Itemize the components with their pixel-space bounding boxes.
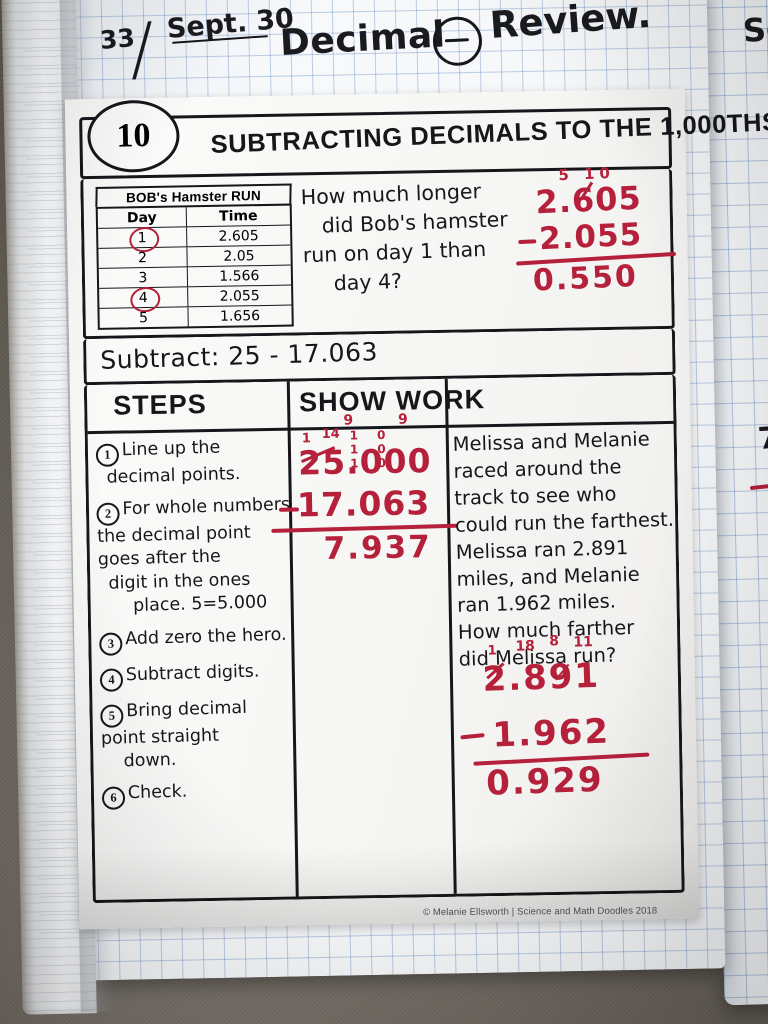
- step-number: 4: [99, 668, 124, 692]
- subtrahend: 1.962: [491, 711, 611, 756]
- subtrahend: 17.063: [296, 483, 431, 525]
- cell-day: 1: [98, 227, 188, 248]
- intro-question-text: How much longer did Bob's hamster run on…: [300, 175, 534, 299]
- difference: 0.929: [485, 759, 605, 804]
- table-row: 5 1.656: [99, 304, 292, 328]
- cell-time: 2.055: [219, 287, 260, 305]
- step-line: Add zero the hero.: [124, 624, 287, 650]
- table-row: 1 2.605: [98, 224, 291, 248]
- main-columns-band: STEPS SHOW WORK 1 Line up the decimal poi…: [83, 374, 685, 904]
- table-row: 3 1.566: [98, 264, 292, 288]
- step-line: Subtract digits.: [125, 661, 260, 686]
- cell-time: 1.566: [219, 267, 260, 285]
- step-item: 2 For whole numbers the decimal point goe…: [96, 494, 295, 620]
- subtract-prompt: Subtract: 25 - 17.063: [99, 337, 379, 375]
- cell-time: 1.656: [219, 307, 261, 325]
- step-line: For whole numbers: [122, 494, 291, 520]
- cell-day: 4: [99, 287, 189, 308]
- step-number: 2: [96, 502, 120, 527]
- worksheet-card: SUBTRACTING DECIMALS TO THE 1,000THS 10 …: [64, 88, 768, 930]
- right-page-date: Sep: [741, 7, 768, 50]
- regroup-fourteen: 14: [321, 426, 340, 443]
- step-line: Bring decimal: [125, 697, 248, 721]
- notebook-topic: Decimal: [278, 14, 447, 64]
- step-number: 6: [101, 786, 126, 811]
- minus-operator-mark: [460, 733, 485, 740]
- step-item: 6 Check.: [101, 778, 299, 811]
- difference: 7.937: [323, 529, 433, 568]
- step-item: 1 Line up the decimal points.: [95, 435, 292, 491]
- table-row: 4 2.055: [99, 284, 292, 308]
- notebook-header-slash: /: [128, 7, 156, 90]
- step-line: Check.: [127, 782, 188, 804]
- top-regroup-nines: 9 9: [343, 411, 428, 429]
- subtrahend: 2.055: [538, 216, 643, 258]
- cell-day: 2: [98, 247, 188, 268]
- right-page-number: 7: [756, 420, 768, 457]
- table-grid: Day Time 1 2.605 2 2.05: [95, 203, 294, 330]
- hamster-run-table: BOB's Hamster RUN Day Time 1 2.605: [95, 183, 294, 330]
- cell-time: 2.05: [223, 247, 255, 265]
- intro-problem-band: BOB's Hamster RUN Day Time 1 2.605: [80, 164, 677, 340]
- col-header-day: Day: [97, 207, 187, 228]
- table-row: 2 2.05: [98, 244, 291, 268]
- step-number: 1: [95, 443, 120, 467]
- difference: 0.550: [532, 258, 639, 299]
- copyright-credit: © Melanie Ellsworth | Science and Math D…: [423, 905, 658, 919]
- step-line: decimal points.: [106, 463, 241, 488]
- cell-day: 5: [99, 307, 189, 328]
- minus-operator-mark: [518, 239, 537, 244]
- step-line: down.: [123, 749, 177, 772]
- cell-day: 3: [98, 267, 188, 288]
- step-item: 3 Add zero the hero.: [99, 623, 296, 656]
- regroup-eleven: 11: [573, 633, 594, 651]
- minuend: 2.891: [481, 655, 601, 700]
- minuend: 25.000: [297, 441, 432, 483]
- regroup-one: 1: [487, 643, 497, 659]
- steps-column-header: STEPS: [112, 389, 207, 421]
- col-header-time: Time: [218, 207, 258, 225]
- worksheet-title: SUBTRACTING DECIMALS TO THE 1,000THS: [210, 108, 768, 160]
- step-item: 5 Bring decimal point straight down.: [100, 695, 298, 774]
- worksheet-content: SUBTRACTING DECIMALS TO THE 1,000THS 10 …: [79, 99, 768, 918]
- regroup-eighteen: 18: [515, 638, 536, 655]
- table-header-row: Day Time: [97, 206, 290, 228]
- word-problem-text: Melissa and Melanie raced around the tra…: [452, 426, 675, 674]
- step-line: place. 5=5.000: [132, 592, 268, 617]
- regroup-eight: 8: [548, 633, 560, 650]
- steps-list: 1 Line up the decimal points. 2 For whole …: [95, 435, 299, 819]
- step-line: Line up the: [121, 437, 221, 461]
- step-number: 5: [100, 703, 124, 728]
- cell-time: 2.605: [218, 227, 259, 245]
- table-caption: BOB's Hamster RUN: [95, 183, 292, 207]
- step-item: 4 Subtract digits.: [99, 659, 297, 692]
- step-number: 3: [99, 632, 123, 656]
